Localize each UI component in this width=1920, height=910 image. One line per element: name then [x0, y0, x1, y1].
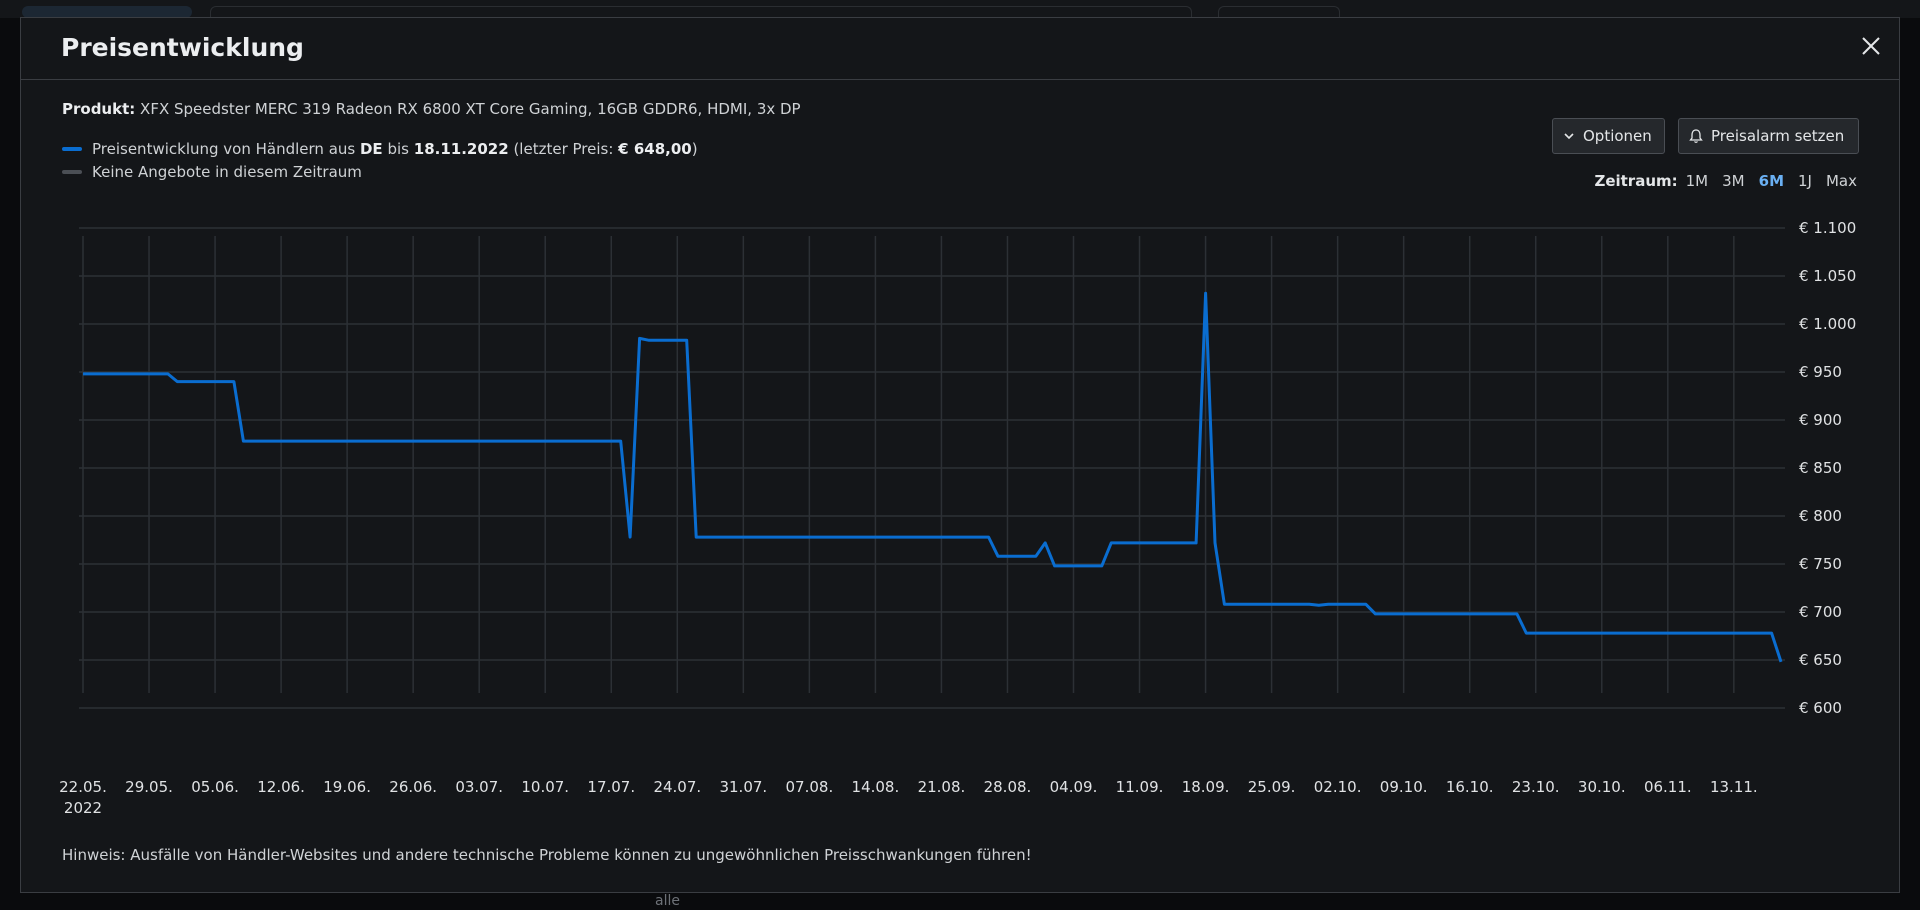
time-range-6m[interactable]: 6M: [1758, 172, 1785, 190]
options-button[interactable]: Optionen: [1552, 118, 1665, 154]
x-tick-label: 29.05.: [125, 778, 173, 796]
time-range-1j[interactable]: 1J: [1798, 172, 1812, 190]
y-tick-label: € 1.000: [1799, 315, 1856, 333]
x-tick-label: 24.07.: [653, 778, 701, 796]
options-button-label: Optionen: [1583, 127, 1652, 145]
x-tick-label: 04.09.: [1050, 778, 1098, 796]
x-tick-label: 19.06.: [323, 778, 371, 796]
legend-no-offers-swatch: [62, 170, 82, 174]
product-label: Produkt:: [62, 100, 136, 118]
y-tick-label: € 700: [1799, 603, 1842, 621]
time-range-label: Zeitraum:: [1594, 172, 1678, 190]
x-tick-label: 28.08.: [984, 778, 1032, 796]
y-tick-label: € 900: [1799, 411, 1842, 429]
modal-header: Preisentwicklung: [21, 18, 1899, 80]
legend-no-offers-label: Keine Angebote in diesem Zeitraum: [92, 163, 362, 181]
price-chart: € 1.100 € 1.050 € 1.000 € 950 € 900 € 850 € 80…: [59, 219, 1856, 817]
legend-no-offers: Keine Angebote in diesem Zeitraum: [62, 163, 362, 181]
background-button: [1218, 6, 1340, 19]
x-tick-label: 22.05.: [59, 778, 107, 796]
price-alarm-button-label: Preisalarm setzen: [1711, 127, 1845, 145]
price-alarm-button[interactable]: Preisalarm setzen: [1678, 118, 1859, 154]
x-tick-label: 31.07.: [719, 778, 767, 796]
x-tick-label: 14.08.: [852, 778, 900, 796]
time-range-max[interactable]: Max: [1825, 172, 1857, 190]
legend-series-prefix: Preisentwicklung von Händlern aus: [92, 140, 356, 158]
x-tick-label: 30.10.: [1578, 778, 1626, 796]
legend-last-price-open: (letzter Preis:: [513, 140, 614, 158]
x-tick-label: 11.09.: [1116, 778, 1164, 796]
bell-icon: [1689, 128, 1703, 144]
time-range-selector: Zeitraum: 1M 3M 6M 1J Max: [1594, 172, 1857, 190]
x-tick-label: 03.07.: [455, 778, 503, 796]
y-tick-label: € 800: [1799, 507, 1842, 525]
price-history-modal: Preisentwicklung Produkt: XFX Speedster …: [20, 17, 1900, 893]
x-tick-label: 13.11.: [1710, 778, 1758, 796]
x-tick-label: 07.08.: [786, 778, 834, 796]
y-tick-label: € 750: [1799, 555, 1842, 573]
y-tick-label: € 600: [1799, 699, 1842, 717]
x-tick-label: 16.10.: [1446, 778, 1494, 796]
legend-series: Preisentwicklung von Händlern aus DE bis…: [62, 140, 698, 158]
x-tick-label: 10.07.: [521, 778, 569, 796]
x-tick-label: 18.09.: [1182, 778, 1230, 796]
background-page-strip: [0, 0, 1920, 19]
time-range-1m[interactable]: 1M: [1685, 172, 1709, 190]
legend-country: DE: [359, 140, 383, 158]
legend-last-price-close: ): [691, 140, 698, 158]
close-button[interactable]: [1857, 32, 1885, 60]
x-tick-label: 02.10.: [1314, 778, 1362, 796]
x-tick-label: 06.11.: [1644, 778, 1692, 796]
close-icon: [1862, 37, 1880, 55]
time-range-3m[interactable]: 3M: [1722, 172, 1745, 190]
x-tick-label: 12.06.: [257, 778, 305, 796]
y-tick-label: € 650: [1799, 651, 1842, 669]
price-series-line: [83, 291, 1783, 663]
x-tick-label: 17.07.: [587, 778, 635, 796]
legend-date: 18.11.2022: [413, 140, 509, 158]
background-text: alle: [655, 893, 680, 909]
x-tick-label: 23.10.: [1512, 778, 1560, 796]
x-tick-label: 05.06.: [191, 778, 239, 796]
y-tick-label: € 1.100: [1799, 219, 1856, 237]
product-name: XFX Speedster MERC 319 Radeon RX 6800 XT…: [140, 100, 801, 118]
x-tick-label: 26.06.: [389, 778, 437, 796]
legend-until: bis: [387, 140, 409, 158]
chevron-down-icon: [1563, 130, 1575, 142]
x-tick-label: 25.09.: [1248, 778, 1296, 796]
background-pill: [22, 6, 192, 18]
legend-last-price: € 648,00: [618, 140, 692, 158]
y-tick-label: € 950: [1799, 363, 1842, 381]
y-tick-label: € 850: [1799, 459, 1842, 477]
hint-text: Hinweis: Ausfälle von Händler-Websites u…: [62, 846, 1032, 864]
modal-title: Preisentwicklung: [61, 33, 304, 62]
y-tick-label: € 1.050: [1799, 267, 1856, 285]
product-line: Produkt: XFX Speedster MERC 319 Radeon R…: [62, 100, 801, 118]
x-tick-label: 09.10.: [1380, 778, 1428, 796]
x-year-label: 2022: [64, 799, 102, 817]
x-tick-label: 21.08.: [918, 778, 966, 796]
legend-series-swatch: [62, 147, 82, 151]
background-search: [210, 6, 1192, 19]
